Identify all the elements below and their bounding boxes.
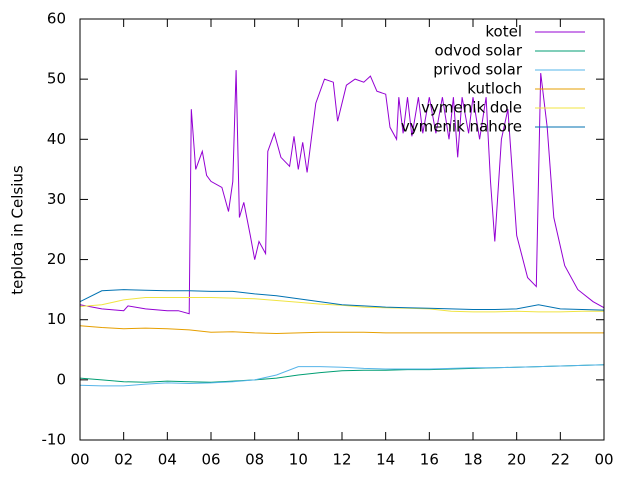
series-line <box>79 364 605 387</box>
x-tick-label: 22 <box>551 451 570 469</box>
series-line <box>79 325 604 335</box>
legend-label: privod solar <box>433 61 523 79</box>
x-tick-label: 02 <box>114 451 133 469</box>
y-tick-label: -10 <box>42 431 67 449</box>
x-tick-label: 20 <box>507 451 526 469</box>
x-tick-label: 18 <box>463 451 482 469</box>
y-tick-label: 60 <box>47 10 66 28</box>
y-tick-label: 10 <box>47 310 66 328</box>
plot-frame <box>79 18 605 441</box>
legend-label: vymenik dole <box>421 99 522 117</box>
y-tick-label: 0 <box>56 370 66 388</box>
legend-label: odvod solar <box>434 42 522 60</box>
series-line <box>79 297 604 313</box>
legend-label: vymenik nahore <box>401 118 522 136</box>
y-tick-label: 40 <box>47 130 66 148</box>
y-tick-label: 50 <box>47 70 66 88</box>
y-tick-label: 20 <box>47 250 66 268</box>
x-tick-label: 00 <box>594 451 613 469</box>
legend-label: kotel <box>485 23 522 41</box>
x-tick-label: 16 <box>420 451 439 469</box>
x-tick-label: 14 <box>376 451 395 469</box>
x-tick-label: 10 <box>289 451 308 469</box>
x-tick-label: 04 <box>158 451 177 469</box>
y-tick-label: 30 <box>47 190 66 208</box>
x-tick-label: 06 <box>201 451 220 469</box>
series-line <box>79 70 605 315</box>
legend-label: kutloch <box>467 80 522 98</box>
x-tick-label: 12 <box>332 451 351 469</box>
series-line <box>79 289 605 311</box>
x-tick-label: 08 <box>245 451 264 469</box>
x-tick-label: 00 <box>70 451 89 469</box>
y-axis-label: teplota in Celsius <box>9 165 27 295</box>
